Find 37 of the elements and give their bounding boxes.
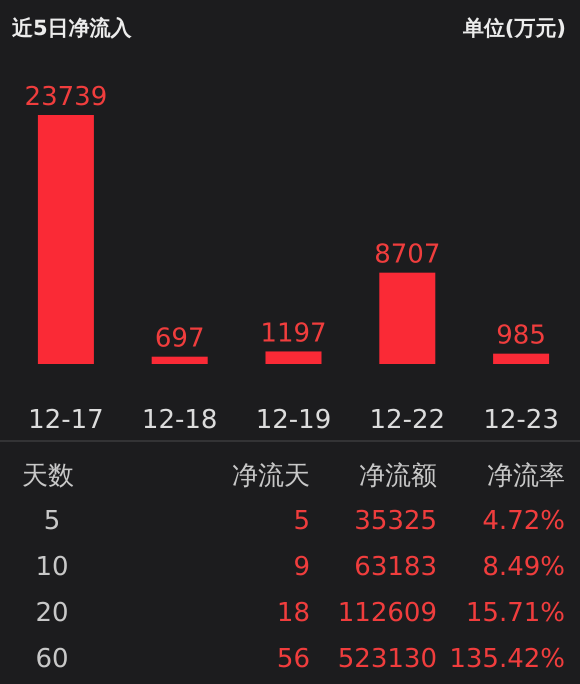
x-tick-label: 12-18 [142,405,218,435]
bar [379,272,436,364]
bar [493,354,550,364]
text: 56 [276,644,310,674]
bar [152,356,208,364]
x-tick-label: 12-23 [483,405,559,435]
data-label: 23739 [24,82,108,112]
text: 112609 [338,598,437,628]
x-tick-label: 12-22 [370,405,446,435]
text: 60 [35,644,69,674]
data-label: 8707 [374,240,440,270]
text: 35325 [354,506,437,536]
chart-subtitle: 单位(万元) [462,16,566,40]
chart-title: 近5日净流入 [11,16,133,40]
text: 523130 [338,644,437,674]
text: 63183 [354,552,437,582]
text: 净流率 [487,461,565,491]
text: 天数 [22,461,74,491]
text: 净流天 [232,461,310,491]
text: 8.49% [482,552,565,582]
text: 18 [276,598,310,628]
x-tick-label: 12-17 [28,405,104,435]
text: 15.71% [466,598,565,628]
text: 9 [293,552,310,582]
data-label: 985 [496,320,546,351]
text: 10 [35,552,69,582]
text: 5 [293,506,310,536]
data-label: 697 [154,324,205,354]
data-label: 1197 [260,318,327,348]
text: 135.42% [449,644,565,674]
bar [266,351,322,364]
text: 20 [35,598,69,628]
bar [38,115,94,364]
text: 5 [44,506,60,536]
text: 净流额 [359,461,437,491]
text: 4.72% [482,506,565,536]
x-tick-label: 12-19 [256,405,332,435]
